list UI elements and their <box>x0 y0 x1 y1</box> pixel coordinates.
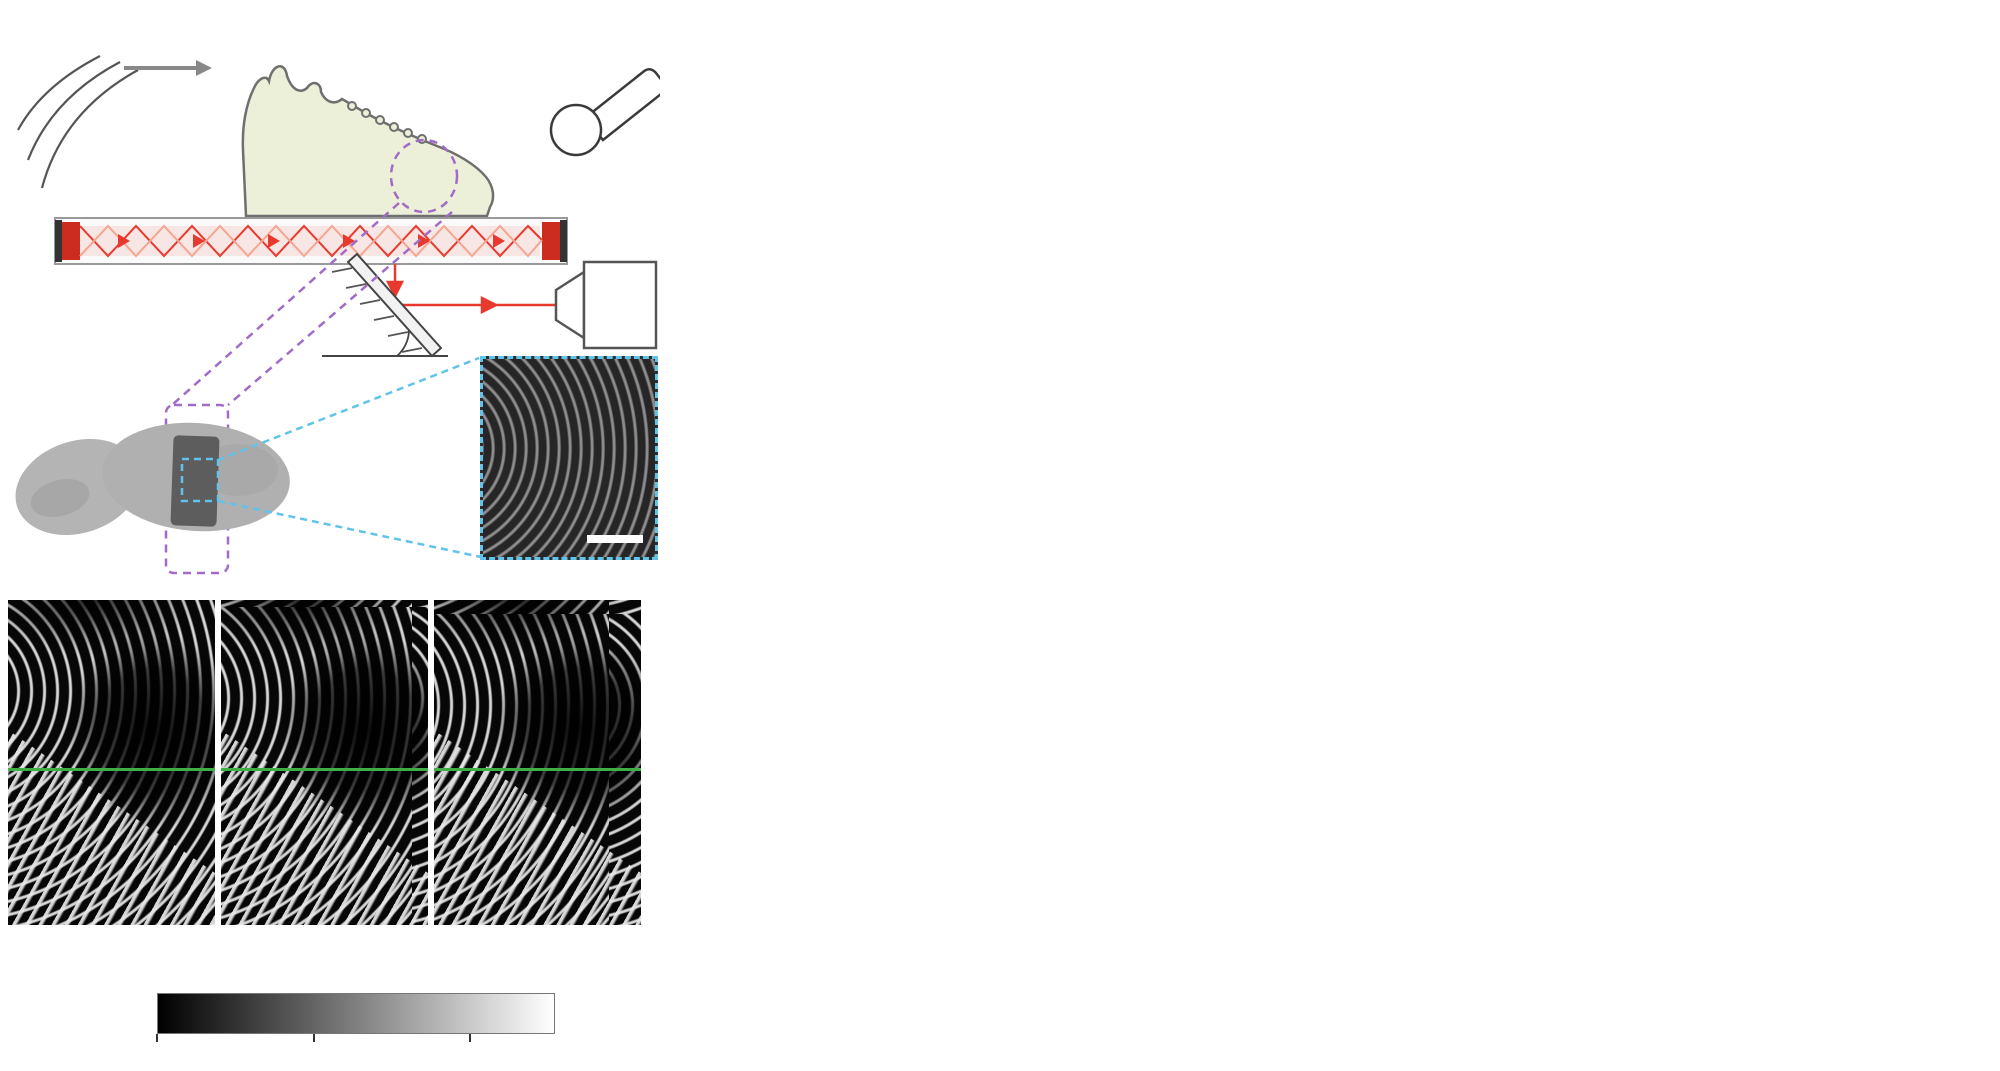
sole-microstructure-inset <box>480 356 658 560</box>
fringe-frame-3 <box>434 600 641 925</box>
fringe-frame-2 <box>221 600 428 925</box>
fringe-frame-1 <box>8 600 215 925</box>
laser-beam <box>385 264 556 315</box>
waveguide <box>54 217 568 265</box>
microphone-icon <box>549 68 660 157</box>
camera-icon <box>554 260 658 350</box>
panel-d-overlay <box>0 535 660 1071</box>
colorbar-tick <box>313 1034 315 1042</box>
scale-bar <box>587 535 643 543</box>
panel-e-chart <box>660 535 1460 1071</box>
ridge-pattern <box>483 359 655 557</box>
panel-a-schematic <box>15 55 660 575</box>
colorbar-tick <box>156 1034 158 1042</box>
panel-b-chart <box>660 0 1460 535</box>
v-slide-arrow-icon <box>124 60 212 76</box>
shoe-icon <box>241 65 495 218</box>
panel-c-chart <box>1460 0 2000 535</box>
colorbar-tick <box>469 1034 471 1042</box>
mirror-icon <box>322 252 448 358</box>
cut-line <box>8 768 215 771</box>
motion-arcs-icon <box>17 55 139 189</box>
panel-f-chart <box>1460 535 2000 1071</box>
grayscale-colorbar <box>157 993 555 1034</box>
cut-line <box>221 768 428 771</box>
shoe-sole-photo <box>15 422 290 536</box>
inset-link-lines <box>180 356 482 559</box>
cut-line <box>434 768 641 771</box>
